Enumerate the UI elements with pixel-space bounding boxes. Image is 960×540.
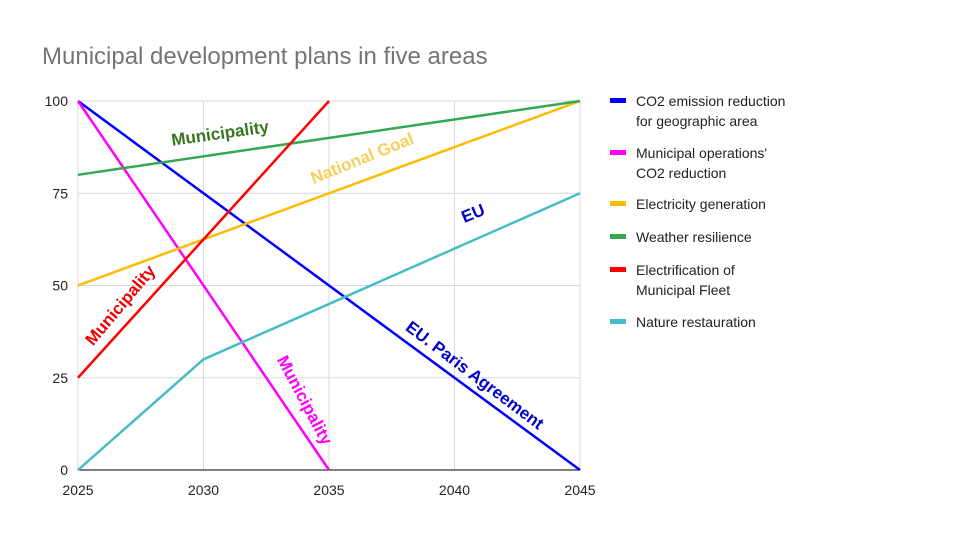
chart-title: Municipal development plans in five area… xyxy=(42,43,488,70)
legend-label: Electricity generation xyxy=(636,194,766,214)
x-tick-label: 2030 xyxy=(188,482,219,498)
x-tick-label: 2025 xyxy=(62,482,93,498)
legend-item: Electrification of Municipal Fleet xyxy=(610,260,735,300)
annotation-label: EU xyxy=(459,200,488,226)
y-tick-label: 25 xyxy=(52,370,68,386)
legend-swatch xyxy=(610,98,626,103)
legend-label-line: Nature restauration xyxy=(636,314,756,330)
legend-item: CO2 emission reduction for geographic are… xyxy=(610,91,785,131)
legend-item: Electricity generation xyxy=(610,194,766,214)
x-tick-label: 2045 xyxy=(564,482,595,498)
annotation-label: Municipality xyxy=(82,261,160,349)
legend-label: Municipal operations' CO2 reduction xyxy=(636,143,767,183)
legend-swatch xyxy=(610,267,626,272)
legend-swatch xyxy=(610,201,626,206)
legend-label-line: Municipal Fleet xyxy=(636,282,731,298)
legend-item: Municipal operations' CO2 reduction xyxy=(610,143,767,183)
x-tick-label: 2035 xyxy=(313,482,344,498)
legend-label: Weather resilience xyxy=(636,227,752,247)
legend-label-line: for geographic area xyxy=(636,113,758,129)
legend-swatch xyxy=(610,234,626,239)
x-tick-label: 2040 xyxy=(439,482,470,498)
y-tick-label: 0 xyxy=(60,462,68,478)
legend-label-line: CO2 emission reduction xyxy=(636,93,786,109)
legend-label-line: CO2 reduction xyxy=(636,165,727,181)
legend-label-line: Weather resilience xyxy=(636,229,752,245)
series-line-5 xyxy=(77,192,581,471)
legend-label: Nature restauration xyxy=(636,312,756,332)
legend-label: Electrification of Municipal Fleet xyxy=(636,260,735,300)
series-line-2 xyxy=(77,99,581,287)
annotation-label: EU. Paris Agreement xyxy=(402,317,548,433)
y-tick-label: 100 xyxy=(45,93,69,109)
y-tick-label: 75 xyxy=(52,185,68,201)
series-line-1 xyxy=(76,100,331,471)
legend-label-line: Electricity generation xyxy=(636,196,766,212)
legend-label: CO2 emission reduction for geographic are… xyxy=(636,91,785,131)
series-line-3 xyxy=(77,99,581,177)
legend-item: Nature restauration xyxy=(610,312,756,332)
y-tick-label: 50 xyxy=(52,278,68,294)
legend-item: Weather resilience xyxy=(610,227,752,247)
annotation-label: Municipality xyxy=(170,117,270,150)
series-line-4 xyxy=(77,100,330,379)
legend-label-line: Municipal operations' xyxy=(636,145,768,161)
legend-swatch xyxy=(610,319,626,324)
legend-swatch xyxy=(610,150,626,155)
legend-label-line: Electrification of xyxy=(636,262,735,278)
